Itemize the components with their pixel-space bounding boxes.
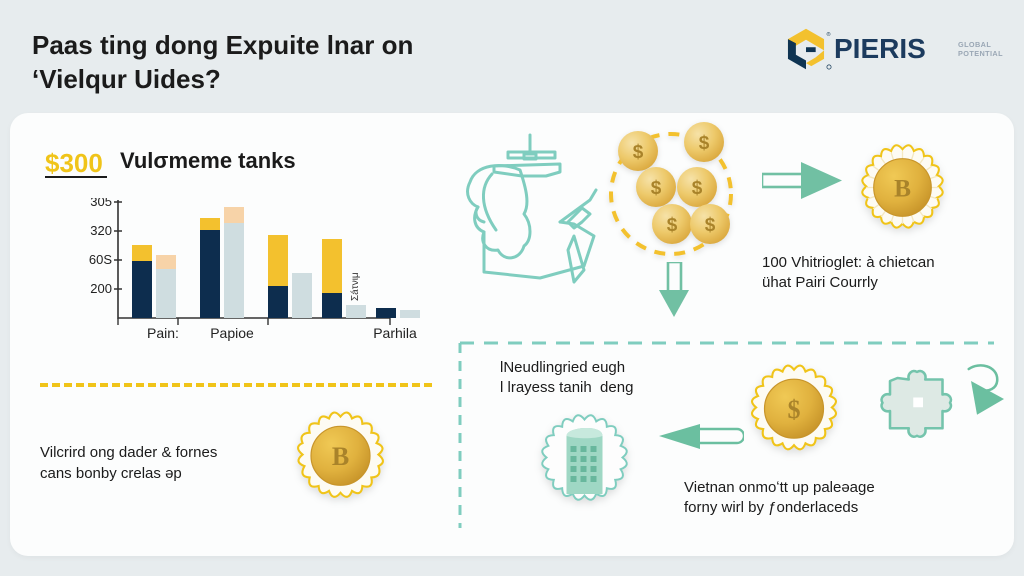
svg-text:B: B	[332, 442, 349, 471]
svg-text:$: $	[788, 395, 801, 424]
